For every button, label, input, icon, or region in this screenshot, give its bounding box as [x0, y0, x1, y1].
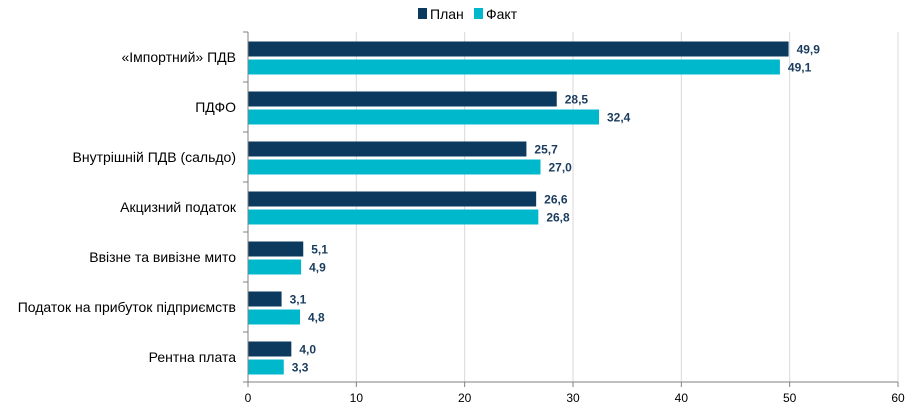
- data-label: 27,0: [549, 161, 573, 175]
- data-label: 3,1: [290, 293, 307, 307]
- bar: [248, 159, 541, 175]
- x-tick-label: 50: [783, 391, 797, 405]
- bar: [248, 309, 300, 325]
- bar: [248, 141, 527, 157]
- bar: [248, 109, 599, 125]
- data-label: 32,4: [607, 111, 631, 125]
- bar: [248, 41, 789, 57]
- data-label: 4,0: [299, 343, 316, 357]
- x-tick-label: 0: [245, 391, 252, 405]
- category-label: Ввізне та вивізне мито: [89, 249, 236, 265]
- data-label: 26,6: [544, 193, 568, 207]
- bar: [248, 241, 304, 257]
- x-tick-label: 10: [350, 391, 364, 405]
- axes: 0 10 20 30 40 50 60: [243, 31, 905, 405]
- legend-swatch: [418, 8, 427, 19]
- category-label: Внутрішній ПДВ (сальдо): [73, 149, 236, 165]
- data-label: 26,8: [546, 211, 570, 225]
- category-label: Акцизний податок: [120, 199, 237, 215]
- legend-swatch: [474, 8, 483, 19]
- bars: [248, 41, 789, 375]
- x-tick-label: 30: [566, 391, 580, 405]
- category-label: Рентна плата: [149, 349, 237, 365]
- data-label: 49,1: [788, 61, 812, 75]
- bar: [248, 359, 284, 375]
- category-label: «Імпортний» ПДВ: [122, 49, 237, 65]
- data-label: 49,9: [797, 43, 821, 57]
- data-label: 5,1: [311, 243, 328, 257]
- category-label: ПДФО: [195, 99, 236, 115]
- bar: [248, 209, 539, 225]
- category-label: Податок на прибуток підприємств: [18, 299, 236, 315]
- bar: [248, 291, 282, 307]
- data-label: 4,8: [308, 311, 325, 325]
- labels: 49,9 49,1 «Імпортний» ПДВ 28,5 32,4 ПДФО 25,7 2…: [18, 43, 821, 375]
- legend-label: Факт: [486, 6, 518, 22]
- bar: [248, 341, 292, 357]
- data-label: 25,7: [534, 143, 558, 157]
- x-tick-label: 40: [675, 391, 689, 405]
- bar: [248, 191, 537, 207]
- x-tick-label: 20: [458, 391, 472, 405]
- data-label: 4,9: [309, 261, 326, 275]
- bar: [248, 59, 780, 75]
- legend-label: План: [430, 6, 464, 22]
- x-tick-label: 60: [891, 391, 905, 405]
- bar: [248, 91, 557, 107]
- legend: План Факт: [418, 6, 518, 22]
- bar: [248, 259, 302, 275]
- data-label: 3,3: [292, 361, 309, 375]
- data-label: 28,5: [565, 93, 589, 107]
- grid: [355, 32, 899, 382]
